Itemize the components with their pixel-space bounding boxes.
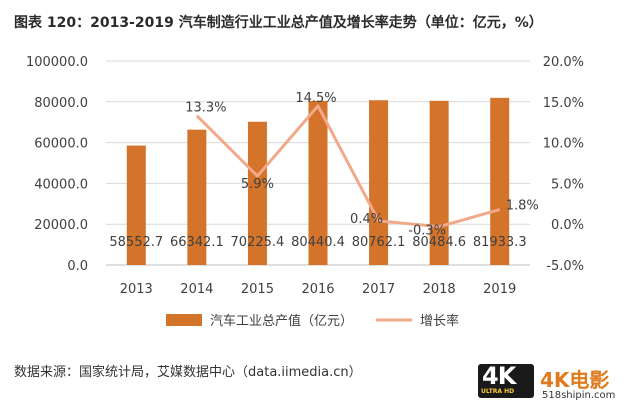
bar bbox=[490, 97, 510, 265]
combo-chart: 0.0 20000.0 40000.0 60000.0 80000.0 100000.0 -… bbox=[26, 55, 584, 329]
bar-value-label: 70225.4 bbox=[231, 235, 285, 250]
y-left-tick-label: 20000.0 bbox=[34, 218, 88, 233]
bar-value-label: 80484.6 bbox=[412, 235, 466, 250]
bar bbox=[308, 100, 328, 265]
y-left-tick-label: 40000.0 bbox=[34, 177, 88, 192]
x-tick-label: 2018 bbox=[423, 282, 456, 297]
x-tick-label: 2015 bbox=[241, 282, 274, 297]
x-tick-label: 2019 bbox=[483, 282, 516, 297]
growth-rate-line bbox=[195, 104, 501, 229]
bar-value-label: 58552.7 bbox=[109, 235, 163, 250]
watermark-badge: 4K ULTRA HD bbox=[478, 362, 534, 398]
watermark-badge-subtext: ULTRA HD bbox=[481, 388, 515, 395]
x-tick-label: 2013 bbox=[120, 282, 153, 297]
growth-rate-label: 5.9% bbox=[241, 177, 274, 192]
bar bbox=[187, 129, 207, 265]
watermark-url: 518shipin.com bbox=[542, 390, 616, 401]
y-right-tick-label: 10.0% bbox=[543, 137, 584, 152]
growth-rate-label: 1.8% bbox=[506, 199, 539, 214]
bar bbox=[126, 145, 146, 265]
growth-rate-label: 14.5% bbox=[295, 91, 336, 106]
x-tick-label: 2017 bbox=[362, 282, 395, 297]
legend-bar-label: 汽车工业总产值（亿元） bbox=[210, 313, 353, 329]
bar bbox=[247, 121, 267, 266]
bar-value-label: 80440.4 bbox=[291, 235, 345, 250]
bar-value-label: 81933.3 bbox=[473, 235, 527, 250]
y-right-tick-label: -5.0% bbox=[546, 259, 584, 274]
legend-line-label: 增长率 bbox=[420, 313, 459, 329]
y-left-tick-label: 60000.0 bbox=[34, 137, 88, 152]
watermark-logo: 4K ULTRA HD 4K电影 518shipin.com bbox=[478, 362, 636, 404]
y-right-tick-label: 0.0% bbox=[551, 218, 584, 233]
legend-bar-swatch bbox=[166, 314, 202, 326]
growth-rate-label: 13.3% bbox=[185, 101, 226, 116]
bar-value-label: 80762.1 bbox=[352, 235, 406, 250]
bar-value-label: 66342.1 bbox=[170, 235, 224, 250]
x-tick-label: 2014 bbox=[180, 282, 213, 297]
chart-title: 图表 120：2013-2019 汽车制造行业工业总产值及增长率走势（单位：亿元… bbox=[14, 15, 543, 31]
y-left-tick-label: 100000.0 bbox=[26, 55, 88, 70]
bar bbox=[369, 100, 389, 265]
growth-rate-label: -0.3% bbox=[408, 224, 446, 239]
watermark-badge-text: 4K bbox=[482, 362, 516, 390]
y-right-tick-label: 5.0% bbox=[551, 177, 584, 192]
watermark-name: 4K电影 bbox=[540, 368, 610, 392]
y-right-tick-label: 20.0% bbox=[543, 55, 584, 70]
y-right-tick-label: 15.0% bbox=[543, 96, 584, 111]
y-left-tick-label: 0.0 bbox=[67, 259, 88, 274]
y-left-tick-label: 80000.0 bbox=[34, 96, 88, 111]
growth-rate-label: 0.4% bbox=[350, 212, 383, 227]
data-source-note: 数据来源：国家统计局，艾媒数据中心（data.iimedia.cn） bbox=[14, 365, 362, 380]
x-tick-label: 2016 bbox=[301, 282, 334, 297]
